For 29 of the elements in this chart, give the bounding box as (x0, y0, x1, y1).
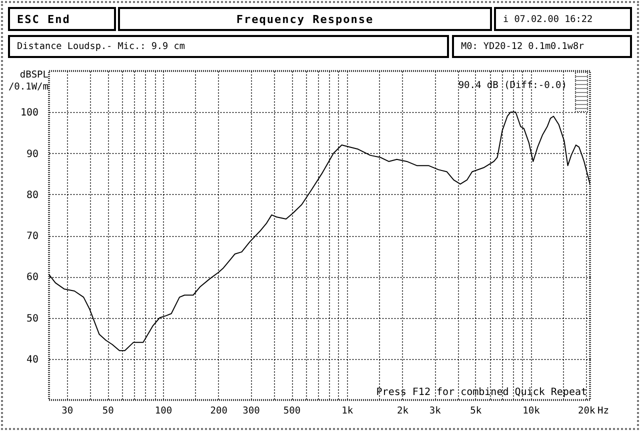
x-tick-label: 50 (102, 406, 114, 416)
info-box: Distance Loudsp.- Mic.: 9.9 cm (8, 35, 449, 58)
x-tick-label: 300 (242, 406, 260, 416)
x-tick-label: 10k (522, 406, 540, 416)
x-tick-label: 100 (154, 406, 172, 416)
y-tick-label: 40 (26, 354, 38, 366)
x-tick-label: 3k (429, 406, 442, 416)
info-box: i 07.02.00 16:22 (494, 7, 632, 31)
x-tick-label: 20k (578, 406, 596, 416)
annotation: Press F12 for combined Quick Repeat (376, 387, 587, 398)
x-tick-label: 1k (342, 406, 354, 416)
x-tick-label: 500 (283, 406, 301, 416)
x-tick-label: 5k (470, 406, 482, 416)
y-axis-title: dBSPL /0.1W/m (8, 70, 49, 92)
y-tick-label: 50 (26, 313, 38, 324)
info-box: Frequency Response (118, 7, 492, 31)
x-tick-label: 200 (210, 406, 228, 416)
y-tick-label: 90 (26, 148, 38, 160)
y-tick-label: 80 (26, 190, 38, 201)
chart-title: Frequency Response (235, 12, 375, 26)
x-axis-title: Hz (598, 406, 609, 416)
info-box: ESC End (8, 7, 116, 31)
info-box: M0: YD20-12 0.1m0.1w8r (452, 35, 632, 58)
y-tick-label: 100 (20, 108, 38, 119)
y-tick-label: 70 (26, 231, 38, 242)
y-tick-label: 60 (26, 272, 38, 284)
annotation: 90.4 dB (Diff:-0.0) (458, 80, 567, 91)
x-tick-label: 30 (62, 406, 74, 416)
x-tick-label: 2k (396, 406, 409, 416)
